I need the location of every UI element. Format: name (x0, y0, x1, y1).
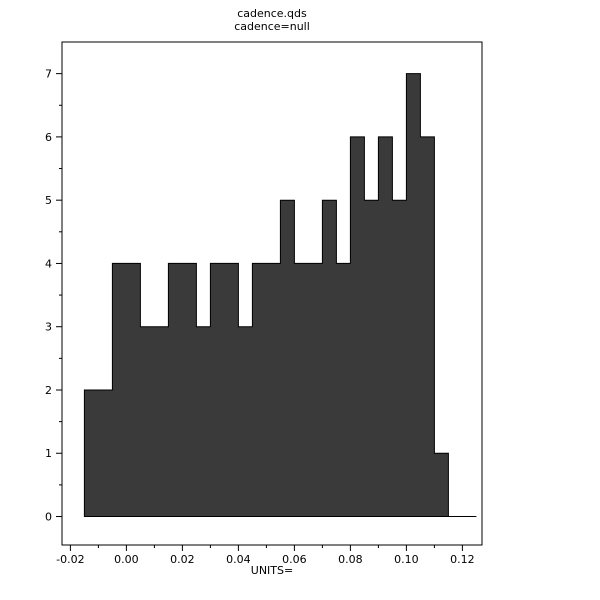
y-tick-label: 4 (45, 257, 52, 270)
x-axis-ticks (69, 545, 463, 551)
x-tick-label: -0.02 (56, 553, 84, 566)
x-axis-label: UNITS= (250, 564, 294, 577)
x-tick-label: 0.00 (114, 553, 139, 566)
y-tick-label: 6 (45, 131, 52, 144)
y-tick-label: 3 (45, 321, 52, 334)
y-tick-label: 1 (45, 447, 52, 460)
x-axis-tick-labels: -0.02 0.00 0.02 0.04 0.06 0.08 0.10 0.12 (56, 553, 474, 566)
y-tick-label: 2 (45, 384, 52, 397)
histogram-bars (83, 73, 477, 517)
chart-subtitle: cadence=null (234, 20, 310, 33)
x-tick-label: 0.10 (394, 553, 419, 566)
y-tick-label: 7 (45, 67, 52, 80)
plot-frame (61, 41, 483, 546)
y-axis-ticks (56, 73, 62, 518)
y-tick-label: 0 (45, 510, 52, 523)
x-tick-label: 0.06 (282, 553, 307, 566)
y-tick-label: 5 (45, 194, 52, 207)
chart-title-block: cadence.qds cadence=null (62, 7, 482, 33)
plot-frame-rect (61, 41, 483, 546)
histogram-outline (83, 73, 477, 517)
x-tick-label: 0.02 (170, 553, 195, 566)
x-tick-label: 0.08 (338, 553, 363, 566)
x-tick-label: 0.04 (226, 553, 251, 566)
chart-title: cadence.qds (237, 7, 307, 20)
x-tick-label: 0.12 (450, 553, 475, 566)
y-axis-tick-labels: 0 1 2 3 4 5 6 7 (45, 67, 52, 523)
